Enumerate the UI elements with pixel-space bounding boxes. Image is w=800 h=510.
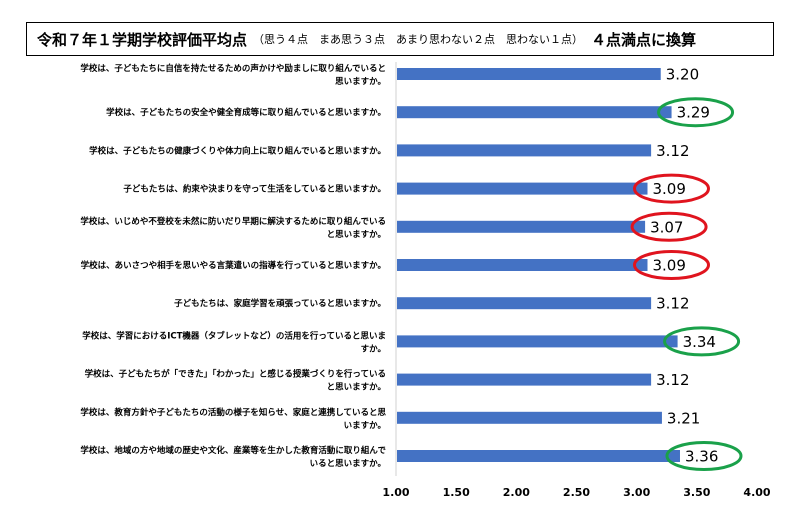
- highlight-ellipse: [632, 250, 710, 280]
- category-label: 学校は、子どもたちの安全や健全育成等に取り組んでいると思いますか。: [106, 107, 386, 118]
- data-label: 3.20: [666, 66, 699, 84]
- bar: [397, 297, 652, 310]
- data-label: 3.12: [656, 295, 689, 313]
- chart-note: ４点満点に換算: [591, 30, 697, 49]
- x-tick-label: 1.50: [443, 486, 470, 499]
- highlight-ellipse: [630, 211, 708, 242]
- x-tick-label: 4.00: [743, 486, 770, 499]
- category-label: 学校は、いじめや不登校を未然に防いだり早期に解決するために取り組んでいると思いま…: [80, 216, 386, 240]
- bar: [397, 68, 661, 80]
- category-label: 子どもたちは、家庭学習を頑張っていると思いますか。: [174, 298, 386, 309]
- highlight-ellipse: [632, 173, 710, 204]
- bar: [397, 259, 648, 271]
- data-label: 3.36: [685, 448, 718, 466]
- category-label: 学校は、教育方針や子どもたちの活動の様子を知らせ、家庭と連携していると思いますか…: [80, 407, 386, 431]
- bar: [397, 450, 680, 462]
- bar: [397, 144, 652, 157]
- data-label: 3.34: [683, 333, 716, 351]
- bar: [397, 182, 648, 195]
- data-label: 3.12: [656, 371, 689, 389]
- category-label: 学校は、地域の方や地域の歴史や文化、産業等を生かした教育活動に取り組んでいると思…: [80, 445, 386, 469]
- bar: [397, 335, 678, 348]
- bar: [397, 220, 646, 233]
- x-tick-label: 2.50: [563, 486, 590, 499]
- category-label: 学校は、あいさつや相手を思いやる言葉遣いの指導を行っていると思いますか。: [81, 260, 386, 271]
- x-tick-label: 1.00: [382, 486, 409, 499]
- category-label: 学校は、子どもたちの健康づくりや体力向上に取り組んでいると思いますか。: [89, 145, 386, 156]
- chart-subtitle: （思う４点 まあ思う３点 あまり思わない２点 思わない１点）: [253, 33, 584, 46]
- data-label: 3.09: [652, 257, 685, 275]
- category-label: 学校は、子どもたちが「できた」「わかった」と感じる授業づくりを行っていると思いま…: [85, 369, 386, 393]
- data-label: 3.29: [677, 104, 710, 122]
- highlight-ellipse: [657, 97, 735, 128]
- data-label: 3.21: [667, 409, 700, 427]
- category-label: 学校は、学習におけるICT機器（タブレットなど）の活用を行っていると思いますか。: [82, 330, 386, 354]
- bar: [397, 106, 672, 119]
- category-label: 学校は、子どもたちに自信を持たせるための声かけや励ましに取り組んでいると思います…: [80, 63, 386, 87]
- bar: [397, 411, 662, 424]
- highlight-ellipse: [665, 441, 743, 471]
- x-tick-label: 2.00: [503, 486, 530, 499]
- x-tick-label: 3.50: [683, 486, 710, 499]
- chart-title: 令和７年１学期学校評価平均点: [37, 30, 248, 49]
- data-label: 3.09: [652, 180, 685, 198]
- category-label: 子どもたちは、約束や決まりを守って生活をしていると思いますか。: [123, 184, 386, 195]
- bar: [397, 373, 652, 386]
- data-label: 3.07: [650, 218, 683, 236]
- highlight-ellipse: [663, 326, 741, 357]
- data-label: 3.12: [656, 142, 689, 160]
- chart-title-box: 令和７年１学期学校評価平均点 （思う４点 まあ思う３点 あまり思わない２点 思わ…: [26, 22, 774, 56]
- x-tick-label: 3.00: [623, 486, 650, 499]
